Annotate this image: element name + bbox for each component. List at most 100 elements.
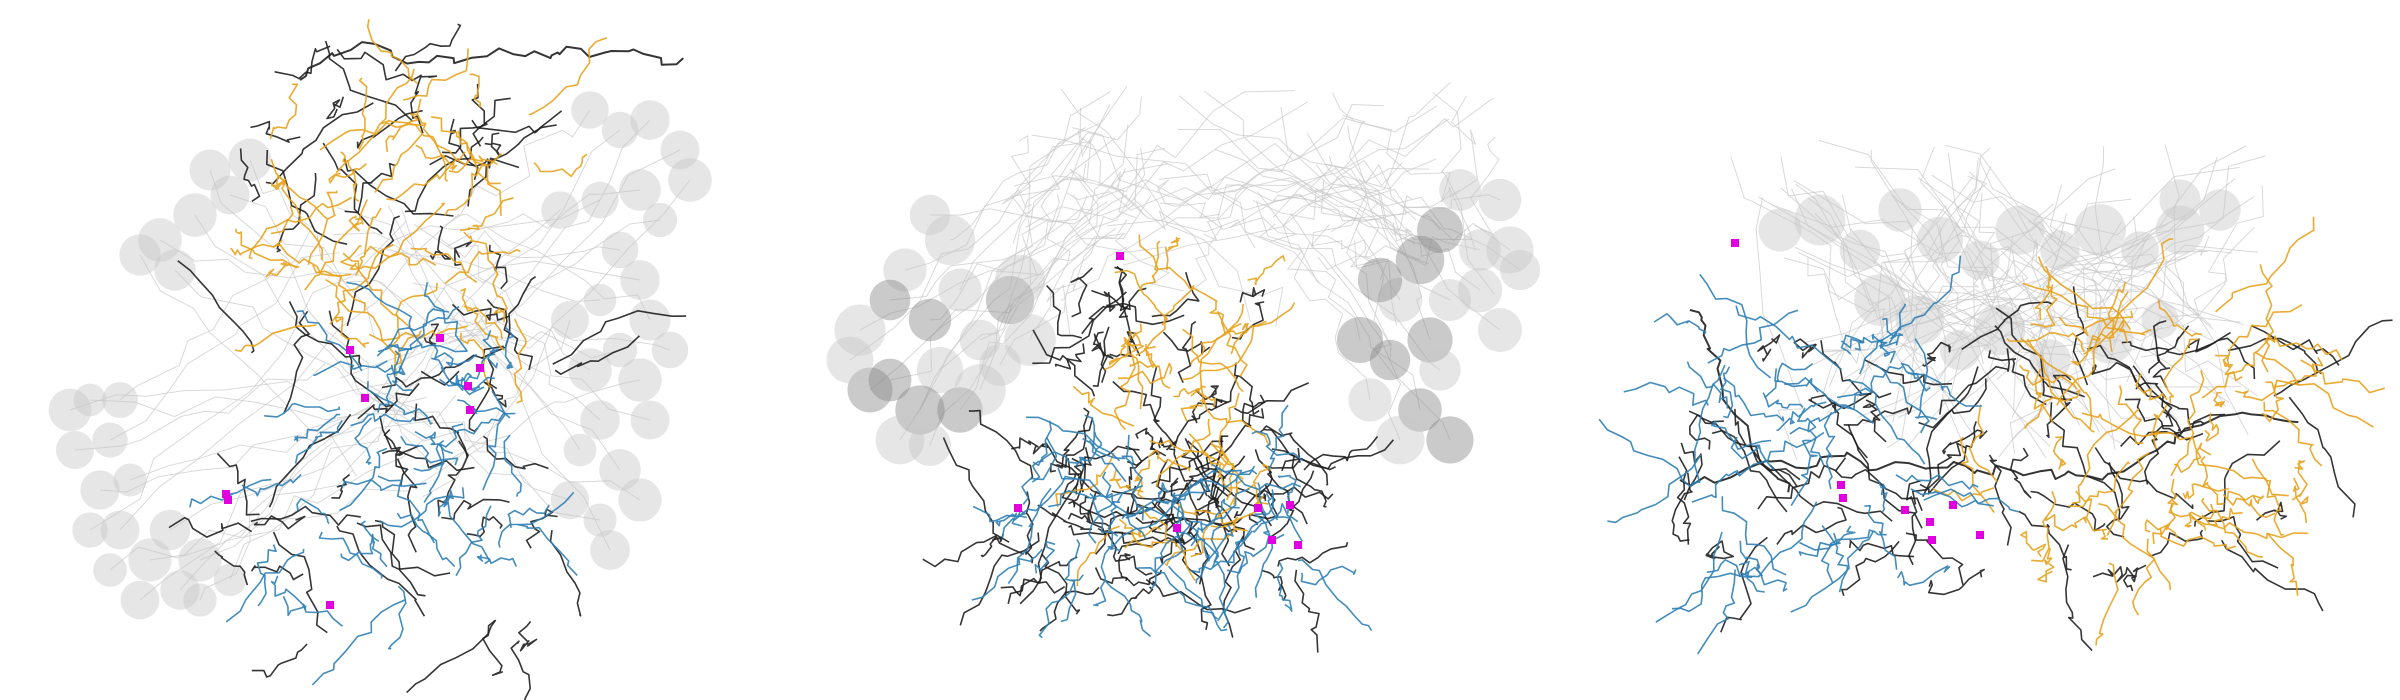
projection-fiber — [445, 109, 591, 226]
projection-fiber — [1931, 174, 2214, 330]
projection-fiber — [1897, 214, 2186, 419]
neurite-black — [1011, 437, 1045, 455]
neurite-orange — [463, 305, 505, 352]
neurite-orange — [366, 19, 418, 85]
soma-circle — [228, 138, 272, 182]
neurite-black — [467, 124, 557, 207]
neurite-blue — [1910, 488, 1994, 508]
neurite-blue — [1895, 474, 1979, 490]
neurite-blue — [1907, 372, 1982, 407]
neurite-black — [2227, 337, 2322, 375]
neurite-orange — [2159, 528, 2237, 550]
neurite-orange — [1135, 284, 1195, 357]
neurite-black — [1705, 540, 1735, 560]
synapse-marker — [1837, 481, 1845, 489]
neurite-blue — [1736, 431, 1825, 477]
neurite-blue — [1738, 560, 1788, 592]
synapse-marker — [346, 346, 354, 354]
neurite-orange — [1216, 310, 1249, 335]
projection-fiber — [1755, 197, 1803, 461]
projection-fiber — [169, 394, 457, 531]
soma-circle — [119, 234, 161, 276]
neurite-orange — [272, 243, 352, 277]
neurite-orange — [469, 73, 482, 108]
soma-circle — [1357, 257, 1403, 303]
soma-circle — [571, 91, 609, 129]
neurite-black — [2030, 490, 2106, 532]
soma-circle — [1369, 339, 1411, 381]
neurite-black — [423, 323, 439, 347]
neurite-blue — [1607, 454, 1702, 524]
neurite-orange — [2267, 533, 2299, 596]
projection-fiber — [1968, 171, 2227, 407]
neurite-black — [2018, 510, 2072, 571]
neurite-black — [1061, 458, 1081, 506]
neurite-black — [2106, 462, 2130, 538]
projection-fiber — [2042, 155, 2266, 329]
neurite-blue — [498, 491, 575, 548]
projection-fiber — [1354, 240, 1402, 441]
neurite-black — [283, 310, 310, 414]
neurite-orange — [2152, 478, 2178, 545]
neurite-orange — [319, 122, 425, 151]
neurite-blue — [1900, 362, 1931, 392]
neurite-orange — [1076, 525, 1120, 587]
neurite-blue — [225, 548, 305, 623]
neurite-blue — [367, 381, 433, 425]
neurite-black — [2132, 365, 2206, 426]
neurite-black — [1689, 414, 1724, 450]
neurite-blue — [396, 512, 456, 568]
neurite-black — [251, 564, 304, 581]
neurite-black — [2049, 402, 2121, 522]
neurite-orange — [2300, 359, 2386, 394]
neurite-black — [1239, 287, 1266, 303]
projection-fiber — [355, 246, 641, 281]
projection-fiber — [1156, 179, 1220, 219]
neurite-orange — [281, 181, 323, 261]
projection-fiber — [1856, 165, 1992, 402]
soma-circle — [1939, 329, 1981, 371]
neurite-black — [1711, 429, 1788, 513]
neurite-black — [383, 429, 420, 456]
neurite-black — [406, 619, 497, 694]
neurite-orange — [385, 113, 419, 153]
soma-circle — [550, 300, 590, 340]
neurite-black — [1163, 477, 1181, 525]
soma-circle — [563, 433, 597, 467]
soma-circle — [660, 130, 700, 170]
neurite-blue — [1721, 496, 1787, 576]
synapse-marker — [1294, 541, 1302, 549]
neurite-orange — [230, 239, 283, 256]
neurite-black — [437, 440, 469, 516]
neurite-orange — [2222, 355, 2243, 382]
projection-fiber — [999, 246, 1128, 366]
neurite-orange — [2168, 499, 2192, 529]
soma-circle — [160, 570, 200, 610]
neurite-orange — [335, 68, 415, 174]
neurite-black — [1116, 265, 1141, 357]
neurite-blue — [377, 307, 450, 353]
soma-circle — [2155, 205, 2205, 255]
neurite-black — [214, 550, 249, 586]
neurite-blue — [1195, 524, 1234, 584]
neurite-blue — [1735, 305, 1842, 371]
neurite-black — [346, 215, 400, 327]
neurite-black — [1906, 480, 1921, 565]
projection-fiber — [1794, 246, 2242, 388]
neurite-orange — [2019, 364, 2078, 390]
neurite-black — [1671, 472, 1693, 542]
projection-fiber — [392, 399, 571, 501]
projection-fiber — [1031, 134, 1416, 245]
neurite-black — [1094, 567, 1162, 587]
neurite-black — [1107, 586, 1154, 617]
neurite-black — [1046, 285, 1083, 339]
neurite-orange — [460, 288, 503, 340]
soma-circle — [2159, 179, 2201, 221]
projection-fiber — [1795, 183, 1931, 373]
neurite-black — [1200, 546, 1212, 630]
neurite-orange — [463, 231, 499, 276]
synapse-marker — [1976, 531, 1984, 539]
soma-circle — [1486, 226, 1534, 274]
neurite-blue — [1210, 525, 1226, 622]
neurite-blue — [482, 329, 499, 369]
